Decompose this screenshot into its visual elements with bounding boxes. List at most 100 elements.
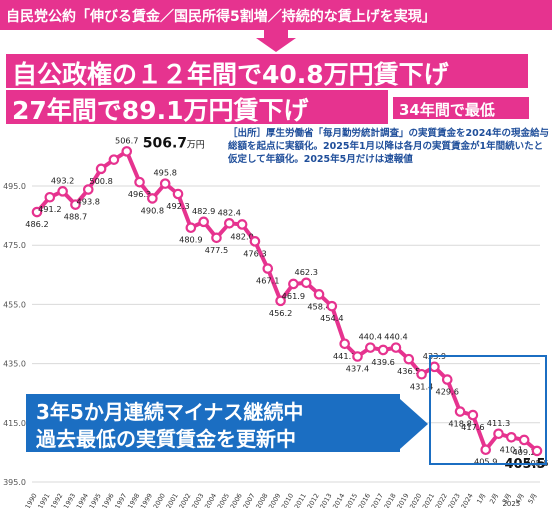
data-label: 437.4 (346, 363, 369, 373)
x-tick-label: 2月 (488, 492, 500, 505)
callout-arrow-icon (400, 399, 428, 449)
callout-line-2: 過去最低の実質賃金を更新中 (36, 427, 296, 451)
data-label: 462.3 (295, 267, 318, 277)
data-point (211, 232, 222, 244)
data-point (518, 434, 530, 446)
data-point (531, 445, 543, 457)
data-point (185, 222, 197, 234)
data-label: 493.8 (77, 197, 100, 207)
data-label: 490.8 (141, 205, 164, 215)
data-point (159, 178, 171, 189)
lowest-badge: 34年間で最低 (393, 97, 529, 119)
max-value-label: 506.7 (143, 135, 187, 151)
data-point (365, 342, 376, 353)
data-point (236, 219, 248, 230)
y-tick-label: 475.0 (3, 241, 26, 250)
header-bar: 自民党公約「伸びる賃金／国民所得5割増／持続的な賃上げを実現」 (0, 0, 552, 30)
data-point (403, 353, 415, 365)
data-label: 405.9 (474, 457, 497, 467)
data-label: 477.5 (205, 245, 228, 255)
x-tick-label: 2024 (459, 492, 474, 508)
data-point (224, 217, 235, 229)
data-label: 496.3 (128, 189, 151, 199)
down-arrow-icon (256, 38, 296, 52)
data-label: 491.2 (38, 204, 61, 214)
data-label: 482.9 (192, 206, 215, 216)
data-point (300, 277, 312, 289)
data-point (82, 184, 94, 195)
data-label: 488.7 (64, 212, 87, 222)
data-label: 439.6 (371, 357, 394, 367)
data-point (377, 344, 389, 356)
data-label: 405.5 (525, 458, 548, 468)
data-point (480, 444, 492, 456)
data-label: 480.9 (179, 235, 202, 245)
data-label: 410.1 (500, 444, 523, 454)
data-point (326, 300, 338, 312)
callout-line-1: 3年5か月連続マイナス継続中 (36, 400, 304, 424)
data-point (249, 236, 261, 247)
y-tick-label: 495.0 (3, 182, 26, 191)
data-label: 429.6 (436, 387, 459, 397)
data-point (57, 186, 68, 197)
data-label: 506.7 (115, 135, 138, 145)
data-point (172, 188, 184, 200)
data-point (339, 338, 350, 350)
x-tick-label: 1月 (475, 492, 487, 505)
data-point (493, 428, 504, 440)
data-point (108, 154, 120, 165)
data-point (31, 206, 43, 218)
data-point (134, 176, 145, 188)
x-tick-label: 5月 (526, 492, 538, 505)
data-point (262, 263, 274, 274)
data-label: 411.3 (487, 418, 510, 428)
data-point (467, 409, 479, 421)
data-label: 417.6 (461, 422, 484, 432)
data-label: 418.8 (448, 419, 471, 429)
down-arrow-shaft (264, 27, 288, 41)
data-label: 436.5 (397, 366, 420, 376)
headline-2: 27年間で89.1万円賃下げ (12, 96, 309, 125)
data-label: 467.1 (256, 276, 279, 286)
data-label: 495.8 (153, 168, 176, 178)
headline-banner-1: 自公政権の１２年間で40.8万円賃下げ (6, 54, 528, 89)
data-point (390, 342, 402, 353)
y-tick-label: 455.0 (3, 300, 26, 309)
header-text: 自民党公約「伸びる賃金／国民所得5割増／持続的な賃上げを実現」 (6, 9, 436, 25)
data-point (70, 199, 81, 210)
lowest-badge-text: 34年間で最低 (399, 101, 495, 119)
y-tick-label: 415.0 (3, 419, 26, 428)
data-point (288, 278, 299, 290)
data-point (416, 368, 427, 380)
data-point (441, 374, 453, 385)
headline-1: 自公政権の１２年間で40.8万円賃下げ (12, 60, 449, 89)
y-tick-label: 395.0 (3, 478, 26, 487)
data-label: 409.2 (512, 447, 535, 457)
data-label: 431.4 (410, 381, 433, 391)
data-point (198, 216, 209, 228)
data-label: 482.0 (230, 231, 253, 241)
data-label: 493.2 (51, 175, 74, 185)
series-line (35, 149, 539, 453)
data-point (313, 289, 325, 300)
data-label: 454.4 (320, 313, 343, 323)
callout-box: 3年5か月連続マイナス継続中 過去最低の実質賃金を更新中 (26, 394, 400, 452)
data-label: 441.7 (333, 351, 356, 361)
headline-banner-2: 27年間で89.1万円賃下げ (6, 90, 388, 125)
data-point (352, 351, 363, 362)
data-point (147, 193, 158, 204)
data-label: 482.4 (218, 207, 241, 217)
highlight-box-recent (429, 355, 547, 465)
source-note: ［出所］厚生労働省「毎月勤労統計調査」の実質賃金を2024年の現金給与総額を起点… (228, 128, 549, 165)
data-point (275, 295, 286, 307)
data-point (44, 191, 56, 203)
x-group-label: 2025 (502, 500, 520, 508)
data-label: 492.3 (166, 201, 189, 211)
data-point (95, 163, 107, 175)
data-label: 456.2 (269, 308, 292, 318)
data-label: 476.3 (243, 248, 266, 258)
data-label: 458.4 (307, 301, 330, 311)
data-label: 440.4 (384, 332, 407, 342)
y-tick-label: 435.0 (3, 360, 26, 369)
